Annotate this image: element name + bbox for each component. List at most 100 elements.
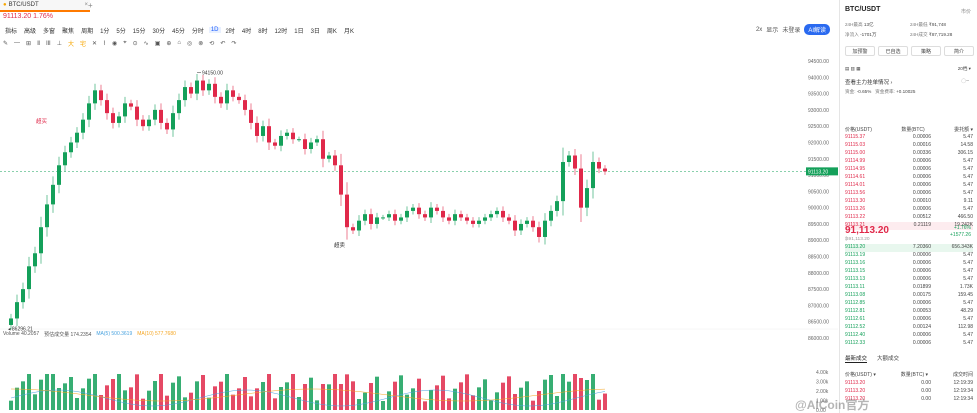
cell-q: 0.00006 [912,276,931,282]
trades-qty-header[interactable]: 数量(BTC) ▾ [900,372,929,378]
orderbook-row[interactable]: 91113.30 0.00010 9.11 [845,198,973,206]
drawing-tool-icon[interactable]: 大 [67,41,74,48]
period-item[interactable]: 1日 [294,28,304,35]
cell-p: 91115.00 [845,150,866,156]
orderbook-row[interactable]: 91113.15 0.00006 5.47 [845,268,973,276]
orderbook-row[interactable]: 91112.52 0.00124 112.98 [845,324,973,332]
drawing-tool-icon[interactable]: Ⅱ [37,40,41,47]
orderbook-row[interactable]: 91113.11 0.01899 1.73K [845,284,973,292]
orderbook-row[interactable]: 91112.85 0.00006 5.47 [845,300,973,308]
drawing-tool-icon[interactable]: ⌂ [177,40,182,46]
period-item[interactable]: 5分 [116,28,126,35]
period-item[interactable]: 45分 [172,28,185,35]
symbol-tab[interactable]: ● BTC/USDT × [0,0,90,12]
orderbook-row[interactable]: 91114.95 0.00006 5.47 [845,166,973,174]
drawing-tool-icon[interactable]: ↷ [231,40,237,47]
period-item[interactable]: 聚焦 [62,28,75,35]
orderbook-row[interactable]: 91112.40 0.00006 5.47 [845,332,973,340]
drawing-tool-icon[interactable]: ◉ [111,40,118,47]
drawing-tool-icon[interactable]: ⊕ [166,40,172,47]
cell-t: 1.73K [959,284,973,290]
period-item[interactable]: 3日 [310,28,320,35]
intro-button[interactable]: 简介 [944,46,974,56]
orderbook-row[interactable]: 91114.61 0.00006 5.47 [845,174,973,182]
close-tab-icon[interactable]: × [84,2,88,8]
orderbook-row[interactable]: 91115.37 0.00006 5.47 [845,134,973,142]
period-item[interactable]: 8时 [258,28,268,35]
orderbook-row[interactable]: 91112.33 0.00006 5.47 [845,340,973,348]
period-item[interactable]: 多窗 [43,28,56,35]
period-item[interactable]: 月K [343,28,354,35]
orderbook-row[interactable]: 91113.22 0.00512 466.50 [845,214,973,222]
drawing-tool-icon[interactable]: ▣ [154,40,161,47]
strategy-button[interactable]: 策略 [911,46,941,56]
period-item[interactable]: 30分 [152,28,166,35]
depth-icons[interactable]: ▤ ▥ ▦ [845,66,861,71]
favorite-button[interactable]: 已自选 [878,46,908,56]
cell-t: 5.47 [963,276,973,282]
volume-bar [279,387,283,410]
depth-select[interactable]: 20档 ▾ [957,66,971,71]
orderbook-row[interactable]: 91115.00 0.00336 306.15 [845,150,973,158]
volume-bar [219,381,223,410]
trades-price-header[interactable]: 价格(USDT) ▾ [845,372,876,378]
period-item[interactable]: 1D [208,27,221,33]
period-item[interactable]: 12时 [274,28,288,35]
orderbook-row[interactable]: 91112.61 0.00006 5.47 [845,316,973,324]
volume-bar [129,387,133,410]
drawing-tool-icon[interactable]: — [14,40,21,46]
ai-analysis-button[interactable]: AI解读 [804,24,830,35]
period-item[interactable]: 周期 [81,28,94,35]
drawing-tool-icon[interactable]: ⌇ [103,40,106,47]
period-item[interactable]: 2时 [225,28,235,35]
zoom-toggle[interactable]: 2x [755,26,763,33]
trade-row[interactable]: 91113.20 0.00 12:19:34 [845,388,973,396]
drawing-tool-icon[interactable]: 宅 [80,41,87,48]
ticker-price-row: 91113.20 1.76% [3,13,53,20]
big-money-toggle[interactable]: ◯━ [961,78,969,83]
drawing-tool-icon[interactable]: ∿ [143,40,149,47]
candlestick-chart[interactable]: 94500.00 94000.00 93500.00 93000.00 92500.00… [0,50,838,413]
period-item[interactable]: 4时 [241,28,252,35]
drawing-tool-icon[interactable]: ⊞ [26,40,32,47]
drawing-tool-icon[interactable]: ⟲ [209,40,215,47]
orderbook-row[interactable]: 91112.81 0.00053 48.29 [845,308,973,316]
drawing-tool-icon[interactable]: ⊥ [56,40,62,47]
orderbook-row[interactable]: 91113.13 0.00006 5.47 [845,276,973,284]
period-item[interactable]: 指标 [5,28,18,35]
drawing-tool-icon[interactable]: ⌖ [123,39,127,46]
orderbook-row[interactable]: 91113.26 0.00006 5.47 [845,206,973,214]
trade-row[interactable]: 91113.20 0.00 12:19:34 [845,396,973,404]
orderbook-row[interactable]: 91113.16 0.00006 5.47 [845,260,973,268]
ob-total-header[interactable]: 委托额 ▾ [954,127,973,133]
orderbook-row[interactable]: 91113.08 0.00175 159.45 [845,292,973,300]
drawing-tool-icon[interactable]: ◎ [187,40,193,47]
period-item[interactable]: 15分 [132,28,146,35]
trade-row[interactable]: 91113.20 0.00 12:19:39 [845,380,973,388]
drawing-tool-icon[interactable]: ✕ [92,40,98,47]
new-tab-button[interactable]: + [88,1,93,10]
login-status[interactable]: 未登录 [782,28,801,34]
period-item[interactable]: 1分 [100,28,110,35]
tab-large-trades[interactable]: 大额成交 [877,356,900,362]
panel-action[interactable]: 市价 [960,9,971,15]
drawing-tool-icon[interactable]: ⅠⅡ [46,40,51,47]
big-money-link[interactable]: 查看主力挂单情况 › [845,80,893,86]
tab-latest-trades[interactable]: 最新成交 [845,356,868,363]
add-alert-button[interactable]: 加预警 [845,46,875,56]
period-item[interactable]: 高级 [24,28,37,35]
orderbook-row[interactable]: 91113.19 0.00006 5.47 [845,252,973,260]
period-item[interactable]: 分时 [191,28,204,35]
orderbook-row[interactable]: 91115.03 0.00016 14.58 [845,142,973,150]
orderbook-row[interactable]: 91113.20 7.20360 656.343K [845,244,973,252]
period-item[interactable]: 周K [326,28,337,35]
orderbook-row[interactable]: 91114.99 0.00006 5.47 [845,158,973,166]
drawing-tool-icon[interactable]: ✎ [3,40,9,47]
display-toggle[interactable]: 显示 [766,28,779,34]
orderbook-row[interactable]: 91114.01 0.00006 5.47 [845,182,973,190]
orderbook-row[interactable]: 91113.56 0.00006 5.47 [845,190,973,198]
drawing-tool-icon[interactable]: ↶ [220,40,226,47]
drawing-tool-icon[interactable]: ⊙ [132,40,138,47]
orderbook-row[interactable]: 91113.21 0.21119 19.242K [845,222,973,230]
drawing-tool-icon[interactable]: ⊗ [198,40,204,47]
